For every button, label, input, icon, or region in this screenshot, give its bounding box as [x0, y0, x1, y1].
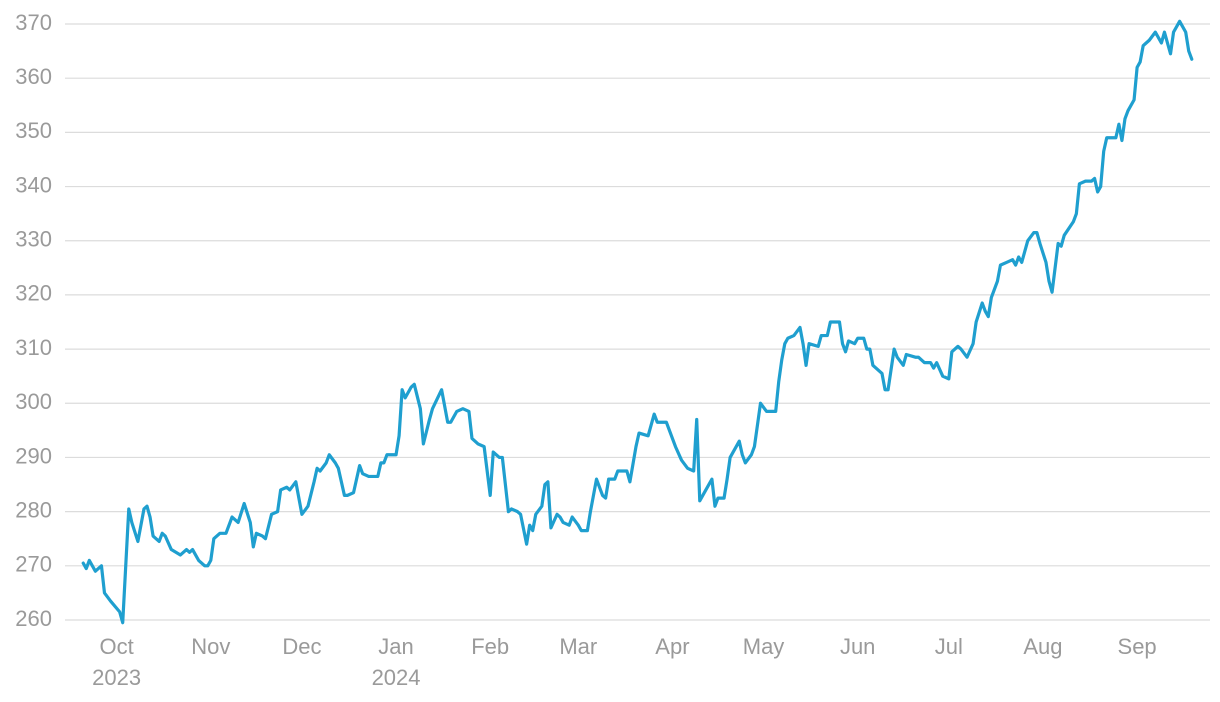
y-tick-label: 310 [15, 335, 52, 360]
x-tick-label: Nov [191, 634, 230, 659]
y-tick-label: 320 [15, 281, 52, 306]
line [81, 19, 1194, 625]
y-tick-label: 340 [15, 172, 52, 197]
x-tick-label: Feb [471, 634, 509, 659]
x-tick-label: Aug [1023, 634, 1062, 659]
year-label: 2023 [92, 665, 141, 690]
y-tick-label: 350 [15, 118, 52, 143]
x-tick-label: Jul [935, 634, 963, 659]
y-tick-label: 260 [15, 606, 52, 631]
y-tick-label: 360 [15, 64, 52, 89]
y-tick-label: 330 [15, 227, 52, 252]
x-tick-label: Sep [1118, 634, 1157, 659]
y-tick-label: 290 [15, 443, 52, 468]
x-tick-label: Oct [100, 634, 134, 659]
y-tick-label: 270 [15, 552, 52, 577]
x-tick-label: Mar [559, 634, 597, 659]
x-tick-label: Apr [655, 634, 689, 659]
y-tick-label: 300 [15, 389, 52, 414]
y-tick-label: 370 [15, 10, 52, 35]
x-tick-label: May [743, 634, 785, 659]
x-tick-label: Dec [282, 634, 321, 659]
y-tick-label: 280 [15, 497, 52, 522]
x-tick-label: Jan [378, 634, 413, 659]
year-label: 2024 [372, 665, 421, 690]
x-tick-label: Jun [840, 634, 875, 659]
